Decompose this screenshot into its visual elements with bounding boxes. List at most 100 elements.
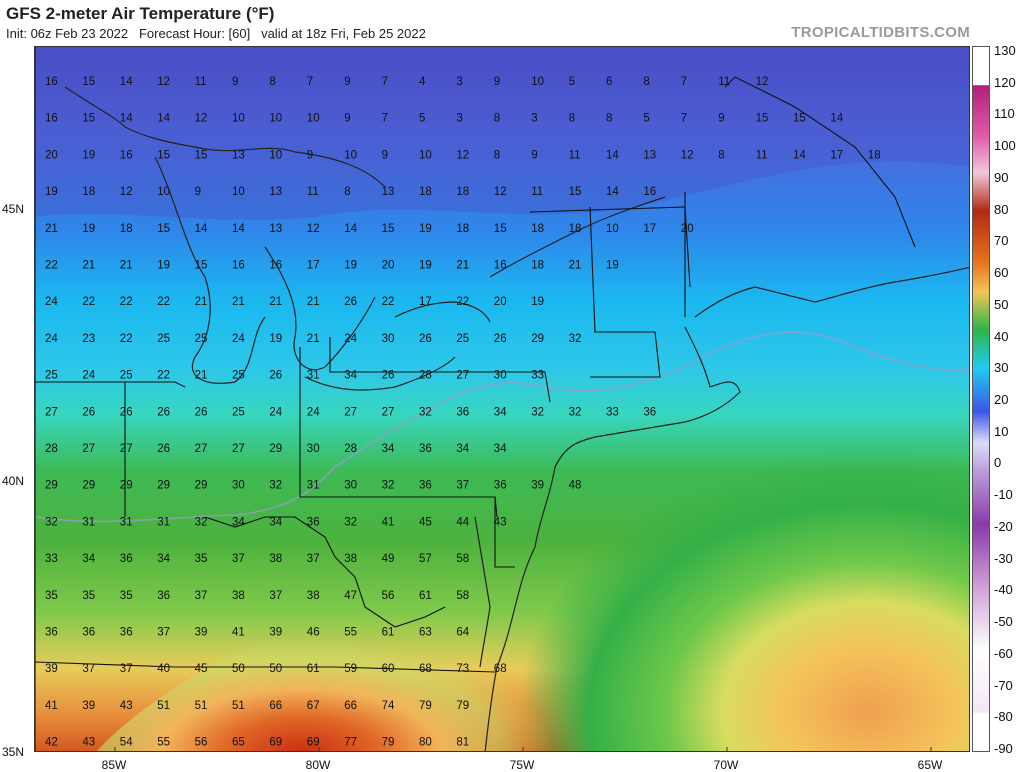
temperature-value: 61 <box>382 627 395 639</box>
temperature-value: 10 <box>232 186 245 198</box>
temperature-value: 7 <box>681 76 687 88</box>
temperature-value: 21 <box>82 260 95 272</box>
temperature-value: 30 <box>344 480 357 492</box>
temperature-value: 44 <box>456 516 469 528</box>
temperature-value: 25 <box>232 406 245 418</box>
temperature-value: 14 <box>344 223 357 235</box>
temperature-value: 24 <box>307 406 320 418</box>
map-title: GFS 2-meter Air Temperature (°F) <box>6 4 275 23</box>
temperature-value: 13 <box>269 186 282 198</box>
gulf-of-maine-coast <box>694 266 969 318</box>
temperature-value: 11 <box>718 76 730 88</box>
temperature-value: 5 <box>419 113 425 125</box>
temperature-value: 32 <box>45 516 58 528</box>
temperature-value: 26 <box>120 406 133 418</box>
temperature-value: 12 <box>681 149 694 161</box>
colorbar-label: 0 <box>994 455 1002 471</box>
temperature-value: 27 <box>382 406 395 418</box>
temperature-value: 32 <box>569 406 582 418</box>
temperature-value: 28 <box>45 443 58 455</box>
colorbar-label: 10 <box>994 423 1009 439</box>
temperature-value: 32 <box>195 516 208 528</box>
temperature-value: 22 <box>82 296 95 308</box>
temperature-value: 13 <box>643 149 656 161</box>
lat-label-40n: 40N <box>2 474 25 488</box>
temperature-value: 11 <box>531 186 543 198</box>
temperature-value: 21 <box>195 370 208 382</box>
temperature-value: 48 <box>569 480 582 492</box>
temperature-value: 27 <box>82 443 95 455</box>
temperature-value: 26 <box>494 333 507 345</box>
temperature-value: 49 <box>382 553 395 565</box>
colorbar-label: -20 <box>994 518 1013 534</box>
temperature-value: 36 <box>82 627 95 639</box>
colorbar-gradient <box>973 85 989 713</box>
temperature-value: 27 <box>456 370 469 382</box>
temperature-value: 73 <box>456 663 469 675</box>
colorbar-label: 80 <box>994 201 1009 217</box>
temperature-value: 38 <box>344 553 357 565</box>
temperature-value: 26 <box>195 406 208 418</box>
lat-label-45n: 45N <box>2 202 25 216</box>
temperature-value: 36 <box>456 406 469 418</box>
colorbar-label: 130 <box>994 43 1016 58</box>
border-oh-wv <box>204 516 336 558</box>
temperature-value: 17 <box>419 296 432 308</box>
colorbar-label: 40 <box>994 328 1009 344</box>
temperature-value: 12 <box>120 186 133 198</box>
temperature-value: 55 <box>344 627 357 639</box>
colorbar-label: -80 <box>994 709 1013 725</box>
temperature-value: 69 <box>307 737 320 749</box>
temperature-value: 14 <box>157 113 170 125</box>
temperature-value: 37 <box>269 590 282 602</box>
temperature-value: 16 <box>643 186 656 198</box>
temperature-value: 22 <box>456 296 469 308</box>
temperature-value: 9 <box>307 149 313 161</box>
temperature-value: 56 <box>195 737 208 749</box>
temperature-value: 3 <box>456 76 462 88</box>
temperature-value: 54 <box>120 737 133 749</box>
temperature-value: 36 <box>643 406 656 418</box>
lake-michigan-shore <box>154 156 266 384</box>
temperature-value: 6 <box>606 76 612 88</box>
new-jersey-coast <box>514 466 556 608</box>
temperature-value: 10 <box>157 186 170 198</box>
temperature-value: 20 <box>45 149 58 161</box>
colorbar-label: 20 <box>994 392 1009 407</box>
temperature-value: 16 <box>494 260 507 272</box>
lon-label-75w: 75W <box>509 758 535 772</box>
temperature-value: 39 <box>195 627 208 639</box>
temperature-value: 30 <box>382 333 395 345</box>
temperature-value: 12 <box>307 223 320 235</box>
colorbar-label: 100 <box>994 138 1016 154</box>
temperature-value: 27 <box>195 443 208 455</box>
temperature-value: 9 <box>494 76 500 88</box>
temperature-value: 18 <box>419 186 432 198</box>
temperature-value: 3 <box>456 113 462 125</box>
temperature-value: 25 <box>120 370 133 382</box>
temperature-value: 36 <box>157 590 170 602</box>
temperature-value: 18 <box>456 223 469 235</box>
temperature-value: 66 <box>269 700 282 712</box>
temperature-value: 14 <box>120 113 133 125</box>
temperature-value: 18 <box>456 186 469 198</box>
chesapeake-bay <box>474 516 491 668</box>
temperature-value: 24 <box>269 406 282 418</box>
temperature-value: 21 <box>569 260 582 272</box>
temperature-value: 27 <box>120 443 133 455</box>
lon-label-70w: 70W <box>713 758 739 772</box>
temperature-value: 15 <box>82 113 95 125</box>
temperature-value: 7 <box>382 76 388 88</box>
temperature-value: 68 <box>419 663 432 675</box>
temperature-value: 35 <box>120 590 133 602</box>
temperature-value: 36 <box>419 443 432 455</box>
temperature-value: 24 <box>344 333 357 345</box>
temperature-value: 31 <box>307 370 320 382</box>
temperature-value: 34 <box>82 553 95 565</box>
temperature-value: 21 <box>307 296 320 308</box>
temperature-value: 55 <box>157 737 170 749</box>
temperature-value: 15 <box>793 113 806 125</box>
temperature-value: 21 <box>195 296 208 308</box>
southern-warm-region <box>96 541 555 751</box>
temperature-value: 27 <box>232 443 245 455</box>
